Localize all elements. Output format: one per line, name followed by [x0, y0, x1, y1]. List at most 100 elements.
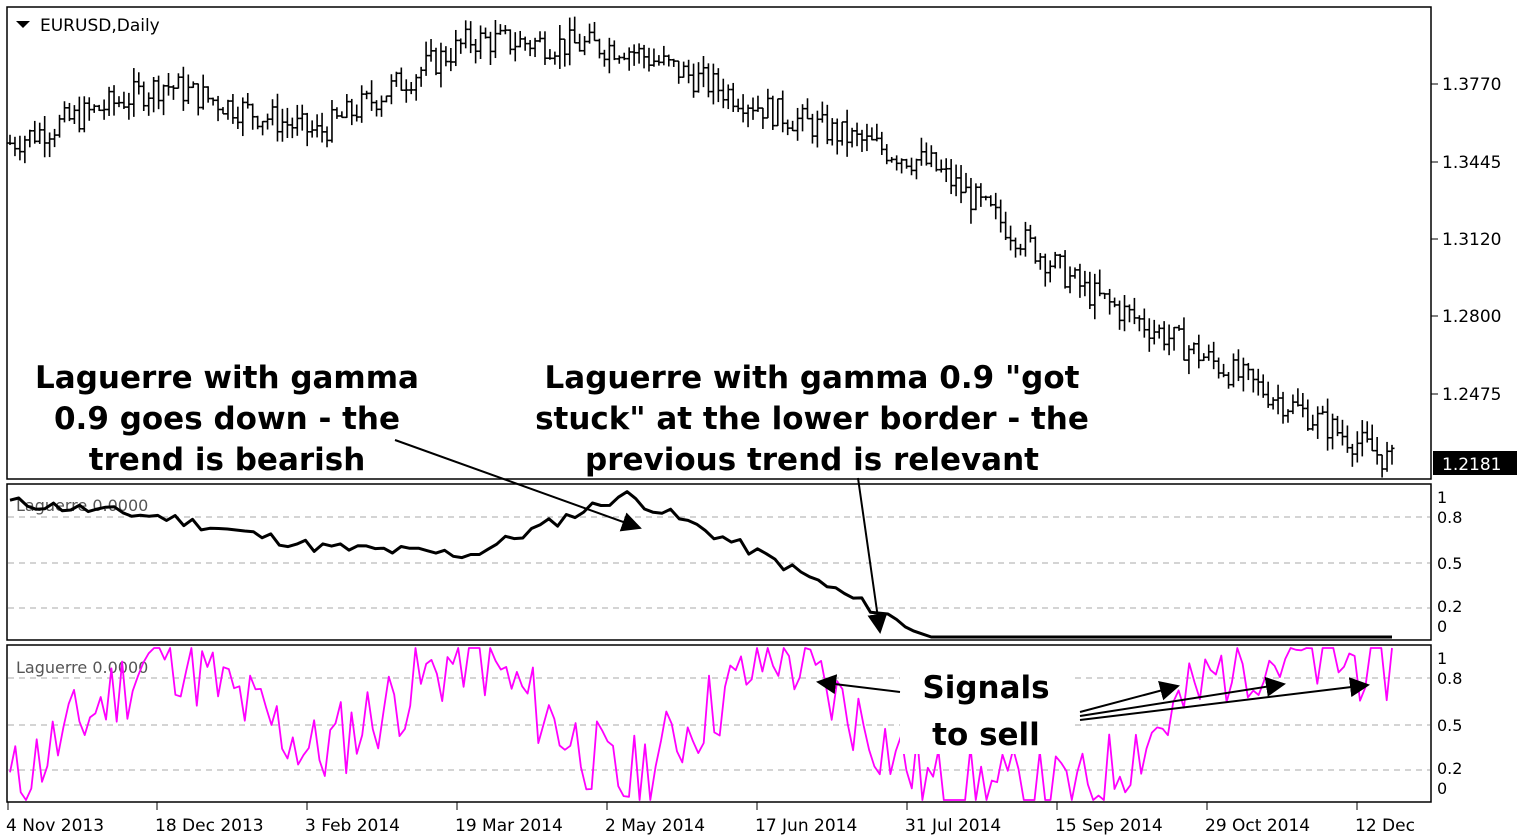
price-bar [354, 104, 360, 122]
price-bar [225, 99, 231, 120]
price-bar [1112, 297, 1118, 308]
price-bar [641, 44, 647, 69]
price-bar [874, 123, 880, 142]
date-tick: 17 Jun 2014 [755, 802, 857, 836]
price-bar [349, 98, 355, 126]
price-bar [1052, 251, 1058, 269]
price-bar [1201, 353, 1207, 362]
price-bar [978, 183, 984, 207]
price-bar [47, 132, 53, 158]
dropdown-triangle-icon[interactable] [16, 21, 30, 28]
price-bar [844, 109, 850, 157]
price-bar [1270, 397, 1276, 410]
price-bar [567, 17, 573, 66]
price-bar [32, 120, 38, 144]
price-bar [438, 42, 444, 88]
price-bar [57, 114, 63, 138]
price-bar [730, 82, 736, 112]
price-bar [735, 98, 741, 113]
price-bar [1374, 436, 1380, 465]
price-bar [616, 55, 622, 64]
price-bar [170, 85, 176, 100]
price-bar [210, 97, 216, 106]
price-bar [1280, 391, 1286, 424]
price-bar [279, 108, 285, 142]
annotation-stuck-line-1: Laguerre with gamma 0.9 "got [545, 360, 1080, 396]
price-bar [998, 199, 1004, 233]
price-bar [1008, 225, 1014, 251]
annotation-arrows [394, 439, 1370, 721]
price-bar [1315, 406, 1321, 439]
price-bar [81, 96, 87, 133]
symbol-header[interactable]: EURUSD,Daily [16, 16, 160, 36]
price-bar [161, 84, 167, 116]
price-bar [1047, 260, 1053, 283]
price-bar [740, 94, 746, 123]
price-bar [324, 126, 330, 148]
price-bar [180, 66, 186, 111]
laguerre-2-series-line [9, 647, 1393, 801]
price-bar [1156, 324, 1162, 339]
date-tick-label: 17 Jun 2014 [755, 816, 857, 836]
price-bar [1017, 243, 1023, 256]
price-bar [582, 36, 588, 56]
price-bar [265, 113, 271, 130]
price-tick: 1.2800 [1431, 307, 1501, 327]
price-bar [1092, 273, 1098, 320]
price-bar [1022, 221, 1028, 257]
price-bar [136, 72, 142, 95]
price-bars [7, 16, 1395, 478]
price-bar [1042, 253, 1048, 287]
price-bar [700, 55, 706, 88]
price-bar [923, 142, 929, 166]
price-bar [468, 21, 474, 54]
price-bar [1131, 297, 1137, 325]
price-bar [195, 83, 201, 116]
price-bar [854, 122, 860, 147]
price-bar [795, 107, 801, 141]
price-bar [725, 84, 731, 110]
date-tick: 15 Sep 2014 [1055, 802, 1163, 836]
price-bar [42, 116, 48, 158]
price-bar [948, 159, 954, 195]
price-bar [676, 60, 682, 84]
price-bar [359, 85, 365, 123]
price-bar [428, 39, 434, 62]
price-bar [849, 127, 855, 148]
price-bar [864, 123, 870, 152]
price-bar [185, 74, 191, 105]
price-bar [859, 129, 865, 152]
price-bar [329, 100, 335, 143]
price-bar [557, 25, 563, 69]
price-bar [483, 27, 489, 39]
laguerre-1-tick-label: 1 [1437, 488, 1447, 507]
price-bar [339, 111, 345, 119]
price-bar [1161, 321, 1167, 351]
price-bar [190, 81, 196, 89]
price-bar [800, 104, 806, 132]
price-bar [512, 32, 518, 62]
price-bar [1077, 263, 1083, 298]
price-bar [993, 192, 999, 220]
price-bar [1255, 368, 1261, 396]
price-bar [314, 114, 320, 138]
price-bar [621, 52, 627, 61]
price-bar [775, 98, 781, 127]
laguerre-2-tick-label: 0.2 [1437, 759, 1462, 778]
price-bar [572, 16, 578, 44]
price-bar [369, 80, 375, 111]
price-bar [1330, 413, 1336, 450]
laguerre-1-series-line [9, 490, 1392, 639]
price-bar [1344, 425, 1350, 453]
price-bar [587, 23, 593, 44]
price-bar [1107, 288, 1113, 315]
price-bar [299, 104, 305, 131]
price-bar [497, 24, 503, 35]
date-tick: 31 Jul 2014 [905, 802, 1001, 836]
price-bar [492, 19, 498, 59]
price-bar [894, 155, 900, 171]
price-bar [785, 119, 791, 136]
laguerre-2-tick-label: 0.8 [1437, 669, 1462, 688]
price-bar [720, 78, 726, 109]
price-bar [408, 81, 414, 95]
